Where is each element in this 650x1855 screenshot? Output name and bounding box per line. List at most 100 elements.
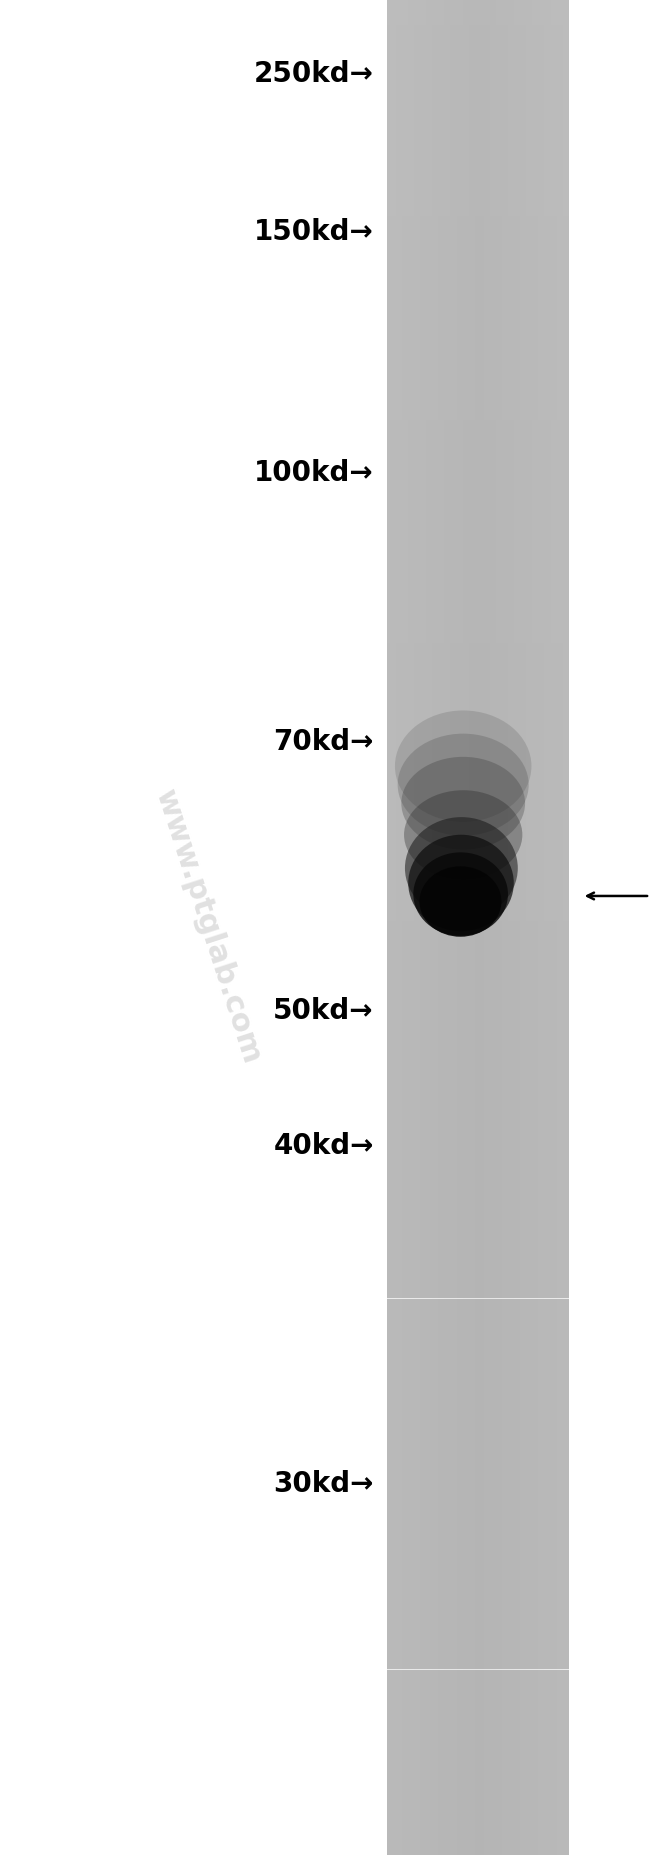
Bar bbox=[436, 0, 438, 1855]
Bar bbox=[387, 1261, 569, 1267]
Bar bbox=[387, 1527, 569, 1534]
Bar bbox=[387, 1558, 569, 1564]
Bar bbox=[387, 1545, 569, 1553]
Bar bbox=[387, 1230, 569, 1237]
Bar bbox=[545, 0, 547, 1855]
Bar bbox=[387, 1688, 569, 1694]
Bar bbox=[387, 1428, 569, 1434]
Bar bbox=[387, 1311, 569, 1317]
Bar bbox=[387, 1163, 569, 1169]
Ellipse shape bbox=[408, 835, 514, 931]
Bar bbox=[387, 427, 569, 432]
Bar bbox=[387, 24, 569, 32]
Bar bbox=[532, 0, 536, 1855]
Bar bbox=[387, 1039, 569, 1044]
Ellipse shape bbox=[398, 735, 528, 837]
Bar bbox=[387, 1119, 569, 1126]
Bar bbox=[387, 161, 569, 167]
Bar bbox=[429, 0, 432, 1855]
Bar bbox=[387, 1349, 569, 1354]
Bar bbox=[387, 1441, 569, 1447]
Bar bbox=[547, 0, 551, 1855]
Bar bbox=[484, 0, 487, 1855]
Bar bbox=[387, 482, 569, 488]
Bar bbox=[387, 699, 569, 705]
Bar bbox=[387, 0, 390, 1855]
Bar bbox=[432, 0, 436, 1855]
Bar bbox=[387, 98, 569, 106]
Bar bbox=[387, 811, 569, 816]
Bar bbox=[387, 228, 569, 236]
Bar bbox=[387, 588, 569, 594]
Bar bbox=[387, 135, 569, 143]
Bar bbox=[387, 143, 569, 148]
Bar bbox=[387, 866, 569, 872]
Bar bbox=[463, 0, 465, 1855]
Bar bbox=[387, 1564, 569, 1571]
Bar bbox=[387, 390, 569, 395]
Bar bbox=[387, 1193, 569, 1200]
Bar bbox=[387, 1712, 569, 1720]
Bar bbox=[460, 0, 463, 1855]
Bar bbox=[387, 1378, 569, 1386]
Bar bbox=[472, 0, 474, 1855]
Bar bbox=[438, 0, 441, 1855]
Bar bbox=[520, 0, 523, 1855]
Bar bbox=[387, 532, 569, 538]
Bar bbox=[387, 1707, 569, 1712]
Bar bbox=[387, 946, 569, 952]
Bar bbox=[387, 50, 569, 56]
Bar bbox=[387, 1720, 569, 1725]
Bar bbox=[387, 1057, 569, 1063]
Bar bbox=[387, 1367, 569, 1373]
Bar bbox=[387, 662, 569, 668]
Bar bbox=[387, 1775, 569, 1781]
Bar bbox=[387, 1744, 569, 1749]
Bar bbox=[387, 952, 569, 959]
Bar bbox=[402, 0, 405, 1855]
Bar bbox=[387, 1614, 569, 1619]
Bar bbox=[387, 581, 569, 588]
Bar bbox=[387, 1126, 569, 1132]
Bar bbox=[387, 339, 569, 347]
Bar bbox=[387, 903, 569, 909]
Bar bbox=[387, 74, 569, 80]
Text: 250kd→: 250kd→ bbox=[254, 59, 374, 89]
Bar bbox=[390, 0, 393, 1855]
Bar bbox=[387, 1534, 569, 1540]
Bar bbox=[387, 403, 569, 408]
Bar bbox=[387, 1805, 569, 1812]
Bar bbox=[387, 915, 569, 922]
Bar bbox=[387, 1786, 569, 1794]
Bar bbox=[387, 458, 569, 464]
Bar bbox=[387, 885, 569, 890]
Bar bbox=[387, 1391, 569, 1397]
Bar bbox=[387, 1341, 569, 1349]
Bar bbox=[387, 556, 569, 562]
Bar bbox=[456, 0, 460, 1855]
Bar bbox=[387, 989, 569, 996]
Bar bbox=[387, 1540, 569, 1545]
Bar bbox=[387, 1015, 569, 1020]
Bar bbox=[387, 928, 569, 933]
Bar bbox=[556, 0, 560, 1855]
Bar bbox=[445, 0, 447, 1855]
Bar bbox=[387, 1794, 569, 1799]
Bar bbox=[502, 0, 505, 1855]
Bar bbox=[387, 1465, 569, 1471]
Text: 150kd→: 150kd→ bbox=[254, 217, 374, 247]
Bar bbox=[387, 890, 569, 896]
Bar bbox=[387, 117, 569, 124]
Bar bbox=[387, 729, 569, 736]
Bar bbox=[387, 575, 569, 581]
Bar bbox=[387, 260, 569, 265]
Text: 30kd→: 30kd→ bbox=[274, 1469, 374, 1499]
Bar bbox=[396, 0, 399, 1855]
Bar bbox=[387, 1052, 569, 1057]
Bar bbox=[387, 859, 569, 866]
Bar bbox=[387, 822, 569, 829]
Bar bbox=[387, 1330, 569, 1336]
Bar bbox=[387, 334, 569, 339]
Bar bbox=[387, 1020, 569, 1026]
Bar bbox=[387, 1781, 569, 1786]
